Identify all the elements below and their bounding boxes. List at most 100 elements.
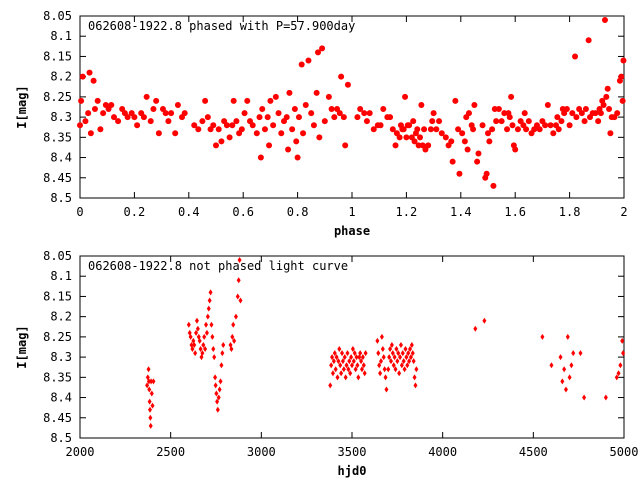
data-point <box>396 350 401 357</box>
x-tick-label: 3000 <box>247 445 276 459</box>
y-tick-label: 8.35 <box>43 130 72 144</box>
data-point <box>217 386 222 393</box>
data-point <box>603 93 610 100</box>
data-point <box>150 402 155 409</box>
data-point <box>521 110 528 117</box>
data-point <box>411 358 416 365</box>
data-point <box>351 358 356 365</box>
data-point <box>483 170 490 177</box>
data-point <box>506 114 513 121</box>
data-point <box>386 366 391 373</box>
data-point <box>563 386 568 393</box>
data-point <box>379 333 384 340</box>
data-point <box>267 97 274 104</box>
data-point <box>567 374 572 381</box>
data-point <box>427 126 434 133</box>
data-point <box>238 297 243 304</box>
y-tick-label: 8.3 <box>50 350 72 364</box>
data-point <box>186 321 191 328</box>
data-point <box>334 354 339 361</box>
data-point <box>147 386 152 393</box>
data-point <box>155 130 162 137</box>
data-point <box>408 346 413 353</box>
data-point <box>383 374 388 381</box>
data-point <box>302 101 309 108</box>
data-point <box>353 366 358 373</box>
data-point <box>168 110 175 117</box>
data-point <box>376 350 381 357</box>
data-point <box>473 325 478 332</box>
x-tick-label: 1.8 <box>559 205 581 219</box>
data-point <box>193 350 198 357</box>
data-point <box>181 110 188 117</box>
data-point <box>377 362 382 369</box>
data-point <box>335 374 340 381</box>
data-point <box>512 146 519 153</box>
data-point <box>414 126 421 133</box>
x-tick-label: 1.2 <box>396 205 418 219</box>
data-point <box>614 110 621 117</box>
data-point <box>592 110 599 117</box>
data-point <box>359 366 364 373</box>
data-point <box>313 89 320 96</box>
unphased-light-curve-panel: 8.05 8.1 8.15 8.2 8.25 8.3 8.35 8.4 8.45 8.5 2000… <box>15 249 638 478</box>
data-point <box>90 77 97 84</box>
data-point <box>563 106 570 113</box>
data-point <box>389 341 394 348</box>
data-point <box>333 366 338 373</box>
data-point <box>387 114 394 121</box>
y-tick-label: 8.1 <box>50 29 72 43</box>
data-point <box>614 374 619 381</box>
data-point <box>375 337 380 344</box>
data-point <box>215 406 220 413</box>
data-point <box>380 346 385 353</box>
data-point <box>616 370 621 377</box>
x-tick-label: 1.6 <box>504 205 526 219</box>
data-point <box>188 333 193 340</box>
data-point <box>341 366 346 373</box>
unphased-data-points <box>145 257 626 429</box>
data-point <box>525 118 532 125</box>
data-point <box>389 126 396 133</box>
data-point <box>343 374 348 381</box>
data-point <box>237 257 242 264</box>
data-point <box>223 122 230 129</box>
data-point <box>289 126 296 133</box>
data-point <box>585 37 592 44</box>
data-point <box>410 118 417 125</box>
y-tick-label: 8.35 <box>43 370 72 384</box>
data-point <box>402 93 409 100</box>
data-point <box>336 358 341 365</box>
data-point <box>310 122 317 129</box>
data-point <box>393 366 398 373</box>
data-point <box>413 382 418 389</box>
data-point <box>381 354 386 361</box>
data-point <box>236 277 241 284</box>
data-point <box>392 354 397 361</box>
data-point <box>620 57 627 64</box>
data-point <box>210 333 215 340</box>
data-point <box>316 134 323 141</box>
data-point <box>408 354 413 361</box>
data-point <box>550 130 557 137</box>
data-point <box>542 122 549 129</box>
data-point <box>300 130 307 137</box>
y-tick-label: 8.5 <box>50 191 72 205</box>
data-point <box>418 101 425 108</box>
data-point <box>143 93 150 100</box>
data-point <box>77 122 83 129</box>
data-point <box>328 382 333 389</box>
data-point <box>456 170 463 177</box>
data-point <box>573 114 580 121</box>
data-point <box>395 358 400 365</box>
data-point <box>283 114 290 121</box>
data-point <box>540 333 545 340</box>
data-point <box>607 130 614 137</box>
data-point <box>390 350 395 357</box>
data-point <box>115 118 122 125</box>
data-point <box>619 97 626 104</box>
data-point <box>192 341 197 348</box>
x-tick-label: 2500 <box>156 445 185 459</box>
data-point <box>201 341 206 348</box>
data-point <box>111 114 117 121</box>
